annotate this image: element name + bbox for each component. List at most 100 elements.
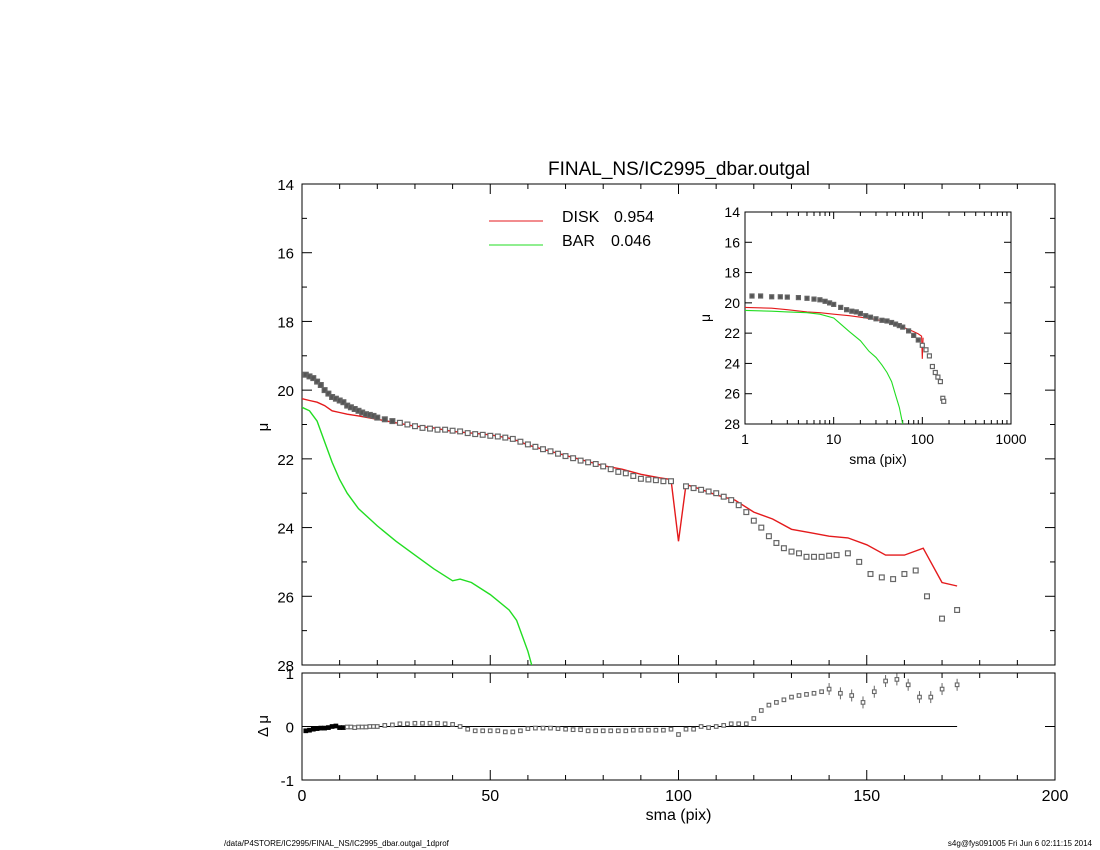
resid-point	[939, 686, 945, 692]
resid-y-tick-label: -1	[281, 773, 294, 790]
main-data-point	[728, 497, 735, 504]
resid-point	[442, 721, 448, 727]
main-data-point	[878, 574, 885, 581]
main-data-point	[780, 545, 787, 552]
resid-y-tick-label: 1	[286, 666, 294, 683]
main-y-tick-label: 14	[277, 177, 294, 194]
resid-point	[412, 720, 418, 726]
inset-y-axis-label: μ	[697, 314, 713, 322]
inset-y-tick-label: 24	[724, 355, 740, 371]
resid-x-tick-label: 50	[481, 788, 499, 805]
main-y-tick-label: 22	[277, 452, 294, 469]
resid-point	[743, 721, 749, 727]
resid-point	[608, 728, 614, 734]
main-y-tick-label: 16	[277, 246, 294, 263]
resid-point	[954, 682, 960, 688]
inset-data-point	[879, 317, 885, 323]
main-data-point	[381, 416, 388, 423]
resid-point	[758, 708, 764, 713]
resid-point	[698, 724, 704, 729]
main-disk-line	[302, 398, 958, 587]
inset-bar-line	[745, 309, 904, 424]
main-data-point	[773, 539, 780, 546]
main-data-point	[758, 524, 765, 531]
resid-point	[849, 693, 855, 698]
resid-point	[811, 690, 817, 696]
main-data-point	[442, 426, 449, 433]
main-data-point	[720, 493, 727, 500]
main-data-point	[637, 475, 644, 482]
inset-x-axis-label: sma (pix)	[849, 451, 907, 467]
inset-data-point	[826, 300, 833, 306]
main-data-point	[803, 553, 810, 560]
inset-data-point	[867, 314, 874, 320]
resid-point	[371, 724, 376, 729]
main-data-point	[340, 399, 347, 406]
main-data-point	[325, 390, 332, 397]
resid-point	[804, 692, 809, 697]
chart-title: FINAL_NS/IC2995_dbar.outgal	[548, 159, 810, 180]
main-data-point	[844, 550, 851, 557]
inset-data-point	[777, 294, 783, 300]
resid-point	[314, 726, 320, 731]
main-data-point	[585, 459, 592, 466]
resid-point	[917, 694, 922, 700]
resid-y-tick-label: 0	[286, 720, 294, 737]
inset-data-point	[822, 298, 828, 304]
inset-y-tick-label: 14	[724, 204, 740, 220]
resid-point	[341, 725, 346, 730]
inset-data-point	[929, 363, 936, 370]
main-data-point	[314, 378, 321, 385]
inset-x-tick-label: 1000	[995, 431, 1026, 447]
resid-point	[668, 726, 674, 732]
resid-point	[570, 727, 576, 733]
resid-point	[457, 724, 463, 729]
resid-point	[819, 689, 824, 695]
inset-data-point	[919, 342, 925, 348]
resid-point	[310, 726, 316, 732]
resid-point	[382, 723, 388, 728]
main-data-point	[310, 375, 317, 382]
main-y-tick-label: 28	[277, 658, 294, 675]
inset-y-tick-label: 26	[724, 386, 740, 402]
resid-point	[318, 725, 324, 731]
resid-point	[838, 690, 843, 696]
resid-point	[894, 677, 900, 682]
inset-data-point	[900, 324, 906, 330]
main-data-point	[457, 428, 464, 435]
inset-data-point	[911, 332, 917, 338]
inset-data-point	[769, 294, 775, 300]
main-data-point	[317, 382, 324, 389]
inset-data-point	[863, 313, 869, 319]
resid-point	[796, 693, 802, 698]
main-profile-panel: 14 16 18 20 22 24 26 28 μ	[255, 177, 1056, 675]
inset-data-point	[849, 308, 855, 314]
resid-point	[713, 724, 719, 729]
legend-bar-label: BAR	[562, 233, 595, 250]
main-data-point	[479, 431, 486, 438]
inset-data-point	[873, 316, 879, 322]
main-data-point	[434, 426, 441, 433]
resid-point	[774, 700, 779, 705]
resid-x-axis-label: sma (pix)	[646, 807, 712, 824]
inset-data-point	[843, 307, 850, 313]
resid-point	[623, 728, 629, 734]
main-data-point	[509, 435, 516, 442]
main-data-point	[539, 446, 546, 453]
main-data-point	[890, 576, 897, 583]
inset-data-point	[923, 347, 929, 353]
main-data-point	[532, 443, 539, 450]
resid-y-axis-label: Δ μ	[255, 715, 272, 737]
resid-point	[374, 724, 380, 729]
resid-point	[435, 720, 440, 726]
resid-point	[548, 725, 553, 731]
resid-point	[420, 720, 425, 726]
legend-bar-value: 0.046	[611, 233, 651, 250]
inset-data-point	[857, 310, 864, 317]
resid-point	[883, 678, 888, 684]
legend-disk-label: DISK	[562, 209, 600, 226]
resid-point	[352, 725, 358, 730]
resid-point	[502, 729, 508, 735]
